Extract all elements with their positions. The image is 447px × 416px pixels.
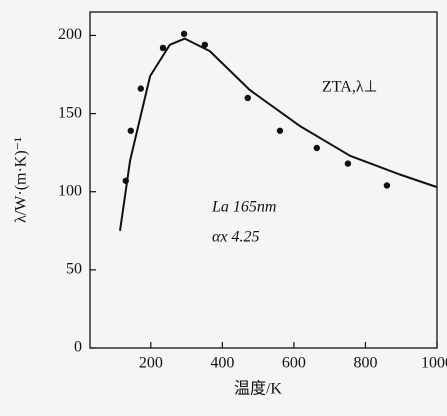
x-axis-label: 温度/K xyxy=(234,380,282,398)
data-point xyxy=(180,30,188,38)
data-point xyxy=(201,41,209,49)
data-point xyxy=(313,144,321,152)
y-tick-label: 150 xyxy=(58,104,82,121)
plot-frame xyxy=(89,11,438,349)
y-tick-label: 50 xyxy=(66,261,82,278)
y-tick-label: 100 xyxy=(58,182,82,199)
data-point xyxy=(137,85,144,92)
x-tick-label: 800 xyxy=(353,355,377,372)
fit-curve xyxy=(119,37,437,231)
data-point xyxy=(159,44,167,52)
x-tick-label: 1000 xyxy=(421,355,447,372)
data-point xyxy=(383,182,391,189)
y-axis-label: λ/W·(m·K)⁻¹ xyxy=(13,137,30,223)
y-tick-label: 0 xyxy=(74,339,82,356)
data-point xyxy=(244,94,251,102)
data-point xyxy=(344,160,352,167)
data-point xyxy=(127,127,134,134)
annotation: αx 4.25 xyxy=(212,229,260,246)
data-point xyxy=(276,127,284,134)
y-tick-label: 200 xyxy=(58,26,82,43)
annotation: La 165nm xyxy=(211,199,276,216)
x-tick-label: 600 xyxy=(282,355,306,372)
x-tick-label: 400 xyxy=(210,355,234,372)
annotation: ZTA,λ⊥ xyxy=(322,79,378,96)
x-tick-label: 200 xyxy=(139,355,163,372)
